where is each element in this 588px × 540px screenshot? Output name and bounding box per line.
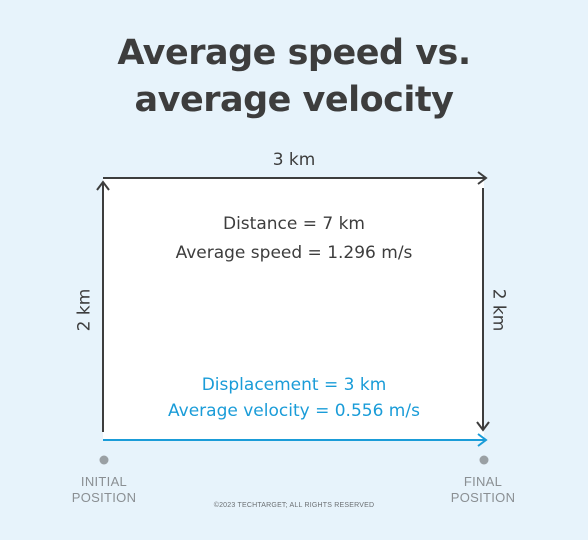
average-velocity-text: Average velocity = 0.556 m/s [168, 401, 420, 421]
final-label-line-1: FINAL [463, 474, 503, 489]
final-label-line-2: POSITION [450, 490, 516, 505]
copyright-text: ©2023 TECHTARGET; ALL RIGHTS RESERVED [213, 502, 375, 509]
top-distance-label: 3 km [272, 150, 316, 170]
final-position-label: FINAL POSITION [443, 474, 523, 506]
top-arrow [103, 171, 488, 185]
left-distance-label: 2 km [74, 288, 95, 332]
initial-label-line-1: INITIAL [80, 474, 128, 489]
final-position-dot [479, 455, 489, 465]
initial-position-dot [99, 455, 109, 465]
title-line-1: Average speed vs. [117, 33, 471, 73]
displacement-text: Displacement = 3 km [201, 375, 387, 395]
displacement-arrow [103, 433, 488, 447]
title-line-2: average velocity [134, 80, 454, 120]
left-arrow [96, 180, 110, 432]
average-speed-text: Average speed = 1.296 m/s [175, 243, 413, 263]
distance-text: Distance = 7 km [222, 214, 365, 234]
path-area [103, 178, 484, 439]
initial-position-label: INITIAL POSITION [64, 474, 144, 506]
right-arrow [476, 188, 490, 432]
initial-label-line-2: POSITION [71, 490, 137, 505]
page-title: Average speed vs. average velocity [0, 30, 588, 124]
right-distance-label: 2 km [488, 288, 509, 332]
